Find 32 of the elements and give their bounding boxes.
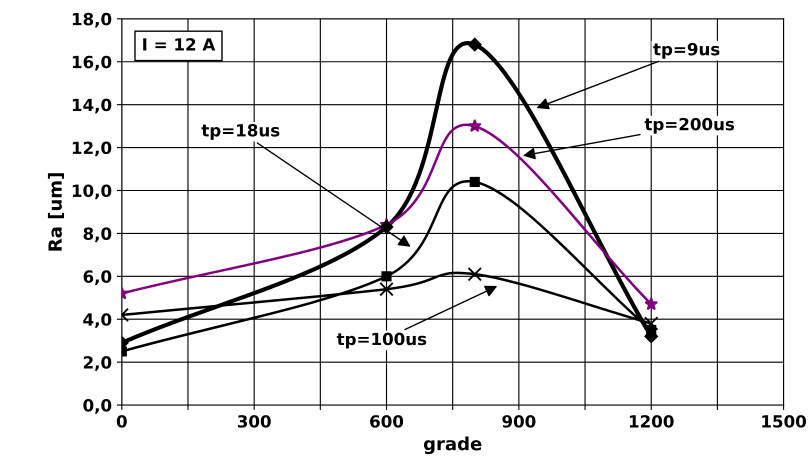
point bbox=[644, 297, 658, 310]
x-axis-title: grade bbox=[424, 436, 482, 454]
x-tick-label: 600 bbox=[370, 415, 404, 428]
point bbox=[468, 118, 482, 132]
point bbox=[468, 267, 482, 282]
annotation: tp=200us bbox=[644, 118, 734, 134]
y-tick-label: 0,0 bbox=[83, 399, 112, 414]
point bbox=[470, 176, 480, 187]
x-tick-label: 1500 bbox=[762, 415, 806, 428]
x-tick-label: 900 bbox=[502, 415, 536, 428]
point bbox=[381, 271, 392, 282]
y-tick-label: 8,0 bbox=[84, 227, 112, 242]
y-tick-label: 12,0 bbox=[72, 142, 112, 156]
x-tick-label: 0 bbox=[116, 415, 127, 428]
annotation: tp=18us bbox=[202, 124, 280, 140]
point bbox=[468, 38, 482, 52]
y-axis-title: Ra [um] bbox=[48, 173, 64, 251]
annotation: tp=100us bbox=[336, 332, 426, 349]
y-tick-label: 2,0 bbox=[84, 356, 112, 371]
y-tick-label: 18,0 bbox=[72, 12, 112, 28]
x-tick-label: 1200 bbox=[630, 415, 674, 428]
point bbox=[379, 282, 394, 296]
y-tick-label: 16,0 bbox=[72, 56, 112, 70]
annotation: I = 12 A bbox=[143, 38, 216, 50]
x-tick-label: 300 bbox=[238, 415, 271, 428]
annotation: tp=9us bbox=[653, 42, 720, 59]
y-tick-label: 6,0 bbox=[84, 270, 112, 286]
y-tick-label: 10,0 bbox=[72, 184, 112, 200]
point bbox=[644, 316, 658, 331]
y-tick-label: 4,0 bbox=[83, 313, 112, 328]
point bbox=[380, 220, 394, 234]
y-tick-label: 14,0 bbox=[72, 98, 112, 114]
